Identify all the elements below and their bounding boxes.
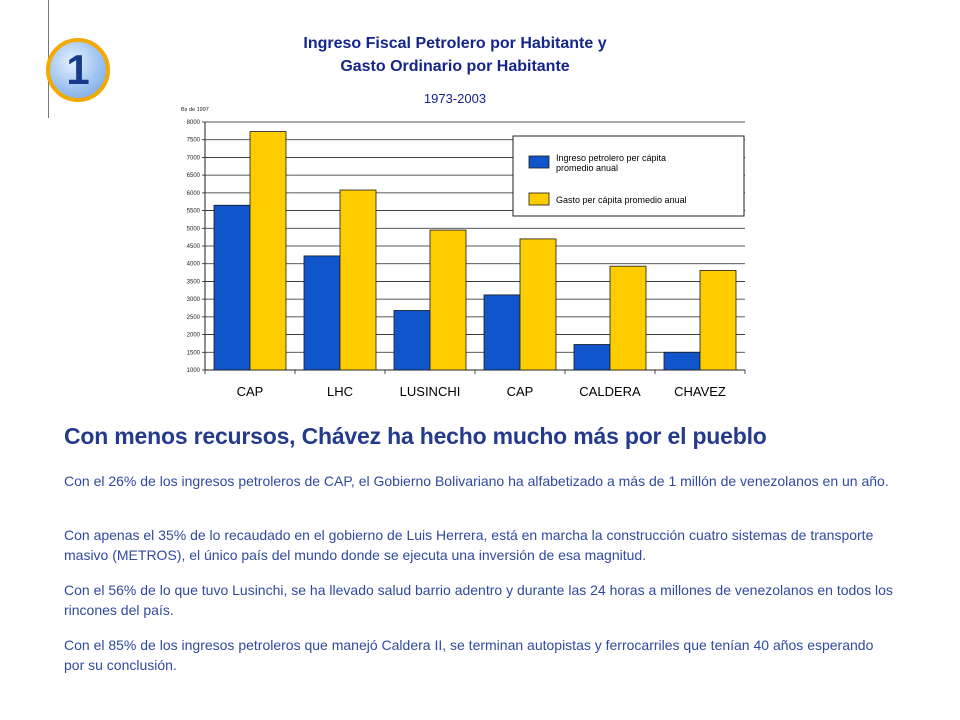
y-tick-label: 5500 <box>187 209 201 215</box>
y-tick-label: 2500 <box>187 315 201 321</box>
main-heading: Con menos recursos, Chávez ha hecho much… <box>64 423 767 449</box>
legend-label-ingreso: promedio anual <box>556 163 618 173</box>
bar-gasto <box>429 229 467 371</box>
y-tick-label: 3500 <box>187 279 201 285</box>
bar-gasto <box>699 270 737 371</box>
legend-label-gasto: Gasto per cápita promedio anual <box>556 195 687 205</box>
bar-gasto <box>249 131 287 371</box>
y-tick-label: 1000 <box>187 368 201 374</box>
chart-title: Ingreso Fiscal Petrolero por Habitante y… <box>230 32 680 78</box>
legend-label-ingreso: Ingreso petrolero per cápita <box>556 153 666 163</box>
y-tick-label: 6500 <box>187 173 201 179</box>
y-tick-label: 4500 <box>187 244 201 250</box>
bar-gasto <box>609 265 647 371</box>
x-tick-label: CAP <box>507 384 534 399</box>
y-tick-label: 1500 <box>187 350 201 356</box>
y-tick-label: 3000 <box>187 297 201 303</box>
legend-swatch-gasto <box>528 192 550 206</box>
slide-number: 1 <box>66 46 90 93</box>
x-tick-label: LHC <box>327 384 353 399</box>
bar-chart: 1000 1500 2000 2500 3000 3500 4000 4500 5000 5500… <box>181 107 746 399</box>
slide-number-badge: 1 <box>46 38 110 102</box>
bar-gasto <box>519 238 557 371</box>
bar-ingreso <box>663 351 701 371</box>
y-axis-label: Bs de 1997 <box>181 107 209 113</box>
y-tick-label: 4000 <box>187 262 201 268</box>
legend-swatch-ingreso <box>528 155 550 169</box>
y-tick-label: 5000 <box>187 226 201 232</box>
chart-title-line-1: Ingreso Fiscal Petrolero por Habitante y <box>303 35 607 52</box>
bar-ingreso <box>213 204 251 371</box>
y-tick-label: 8000 <box>187 120 201 126</box>
paragraph-3: Con el 56% de lo que tuvo Lusinchi, se h… <box>64 582 893 618</box>
chart-subtitle: 1973-2003 <box>423 91 487 106</box>
paragraph-4: Con el 85% de los ingresos petroleros qu… <box>64 637 874 673</box>
x-tick-label: CAP <box>237 384 264 399</box>
bar-ingreso <box>303 255 341 371</box>
paragraph-1: Con el 26% de los ingresos petroleros de… <box>64 473 889 489</box>
x-tick-label: CHAVEZ <box>674 384 726 399</box>
y-tick-label: 6000 <box>187 191 201 197</box>
chart-title-line-2: Gasto Ordinario por Habitante <box>340 58 570 75</box>
paragraph-2: Con apenas el 35% de lo recaudado en el … <box>64 527 874 563</box>
y-tick-label: 7500 <box>187 138 201 144</box>
x-tick-label: LUSINCHI <box>400 384 461 399</box>
y-tick-label: 2000 <box>187 333 201 339</box>
x-tick-label: CALDERA <box>579 384 641 399</box>
bar-ingreso <box>573 344 611 371</box>
bar-gasto <box>339 189 377 371</box>
y-tick-label: 7000 <box>187 155 201 161</box>
bar-ingreso <box>483 294 521 371</box>
legend-box <box>512 135 745 217</box>
bar-ingreso <box>393 310 431 371</box>
